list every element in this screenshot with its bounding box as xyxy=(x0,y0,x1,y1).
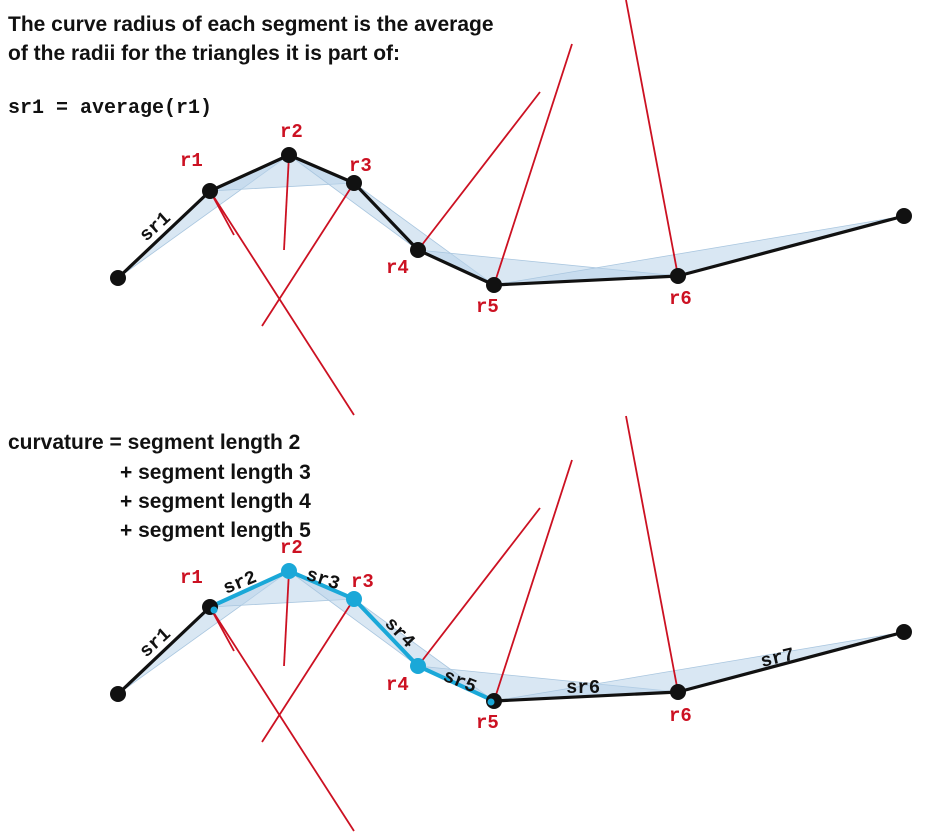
radius-label-r5-fig2: r5 xyxy=(476,712,499,734)
radius-line-r1-fig2 xyxy=(209,606,355,832)
vertex-4-fig1 xyxy=(410,242,426,258)
vertex-6-fig2 xyxy=(670,684,686,700)
curvature-line-4: + segment length 5 xyxy=(120,519,311,542)
intro-line-2: of the radii for the triangles it is par… xyxy=(8,42,401,65)
radius-label-r1-fig2: r1 xyxy=(180,567,203,589)
radius-line-r4-fig2 xyxy=(417,507,541,667)
radius-label-r3-fig2: r3 xyxy=(351,571,374,593)
radius-line-r2-fig1 xyxy=(283,154,290,251)
intro-line-1: The curve radius of each segment is the … xyxy=(8,13,494,36)
highlight-cap-r1 xyxy=(210,606,218,614)
radius-label-r2-fig1: r2 xyxy=(280,121,303,143)
vertex-5-fig1 xyxy=(486,277,502,293)
radius-line-r1b-fig2 xyxy=(209,606,235,652)
radius-label-r3-fig1: r3 xyxy=(349,155,372,177)
vertex-6-fig1 xyxy=(670,268,686,284)
curvature-line-2: + segment length 3 xyxy=(120,461,311,484)
radius-line-r3-fig1 xyxy=(261,182,355,327)
vertex-2-fig1 xyxy=(281,147,297,163)
vertex-0-fig1 xyxy=(110,270,126,286)
highlight-cap-r5 xyxy=(487,698,495,706)
radius-label-r5-fig1: r5 xyxy=(476,296,499,318)
radius-label-r1-fig1: r1 xyxy=(180,150,203,172)
radius-formula: sr1 = average(r1) xyxy=(8,97,213,120)
triangle-6-fig1 xyxy=(493,215,905,286)
curvature-line-1: curvature = segment length 2 xyxy=(8,431,301,454)
vertex-7-fig1 xyxy=(896,208,912,224)
radius-line-r3-fig2 xyxy=(261,598,355,743)
radius-label-r4-fig2: r4 xyxy=(386,674,409,696)
radius-line-r1-fig1 xyxy=(209,190,355,416)
vertex-4-fig2 xyxy=(410,658,426,674)
vertex-2-fig2 xyxy=(281,563,297,579)
radius-line-r5-fig2 xyxy=(493,459,573,702)
vertex-7-fig2 xyxy=(896,624,912,640)
radius-label-r2-fig2: r2 xyxy=(280,537,303,559)
triangle-6-fig2 xyxy=(493,631,905,702)
curve-polyline-fig1 xyxy=(116,153,905,287)
radius-line-r1b-fig1 xyxy=(209,190,235,236)
vertex-3-fig1 xyxy=(346,175,362,191)
curvature-line-3: + segment length 4 xyxy=(120,490,311,513)
radius-label-r4-fig1: r4 xyxy=(386,257,409,279)
radius-line-r4-fig1 xyxy=(417,91,541,251)
radius-label-r6-fig2: r6 xyxy=(669,705,692,727)
vertex-0-fig2 xyxy=(110,686,126,702)
radius-label-r6-fig1: r6 xyxy=(669,288,692,310)
intro-text: The curve radius of each segment is the … xyxy=(8,10,494,68)
vertex-3-fig2 xyxy=(346,591,362,607)
vertex-1-fig1 xyxy=(202,183,218,199)
radius-line-r5-fig1 xyxy=(493,43,573,286)
radius-line-r2-fig2 xyxy=(283,570,290,667)
radius-line-r6-fig1 xyxy=(625,0,679,277)
radius-line-r6-fig2 xyxy=(625,415,679,693)
segment-label-sr7-fig2: sr7 xyxy=(758,644,796,673)
segment-label-sr6-fig2: sr6 xyxy=(566,677,600,699)
